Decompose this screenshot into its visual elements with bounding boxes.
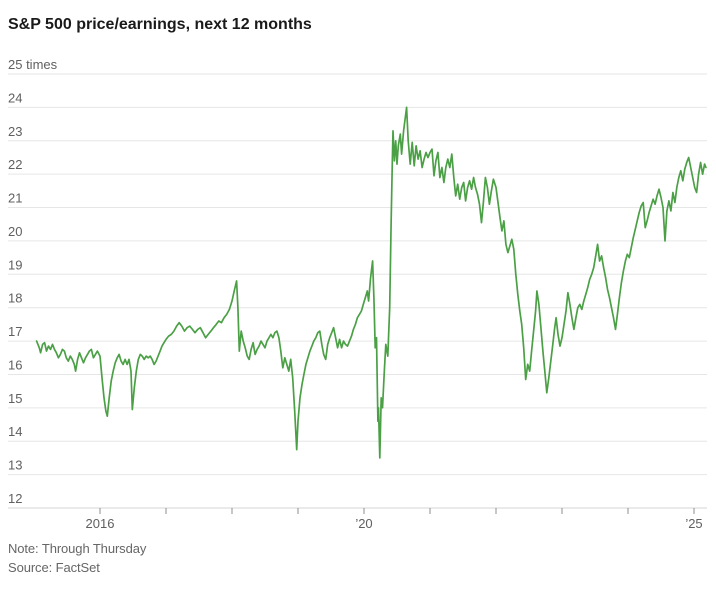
- y-tick-label: 21: [8, 191, 22, 206]
- y-tick-label: 16: [8, 357, 22, 372]
- y-tick-label: 17: [8, 324, 22, 339]
- x-tick-label: ’25: [685, 516, 702, 531]
- y-tick-label: 22: [8, 157, 22, 172]
- pe-ratio-line: [35, 106, 707, 459]
- y-tick-label: 15: [8, 391, 22, 406]
- chart-footer: Note: Through Thursday Source: FactSet: [8, 539, 146, 577]
- y-tick-label: 18: [8, 291, 22, 306]
- x-tick-label: 2016: [86, 516, 115, 531]
- chart-note: Note: Through Thursday: [8, 541, 147, 556]
- y-tick-label: 23: [8, 124, 22, 139]
- y-tick-label: 14: [8, 424, 22, 439]
- chart-title: S&P 500 price/earnings, next 12 months: [8, 16, 312, 33]
- y-tick-label: 12: [8, 491, 22, 506]
- y-tick-label: 19: [8, 257, 22, 272]
- pe-ratio-chart: 25 times 24 23 22 21 20 19 18 17 16 15 14 13 12 2016 ’2…: [8, 57, 707, 531]
- y-tick-label: 20: [8, 224, 22, 239]
- chart-source: Source: FactSet: [8, 560, 100, 575]
- y-tick-label: 24: [8, 90, 22, 105]
- x-tick-label: ’20: [355, 516, 372, 531]
- y-tick-label: 13: [8, 458, 22, 473]
- y-tick-label: 25 times: [8, 57, 58, 72]
